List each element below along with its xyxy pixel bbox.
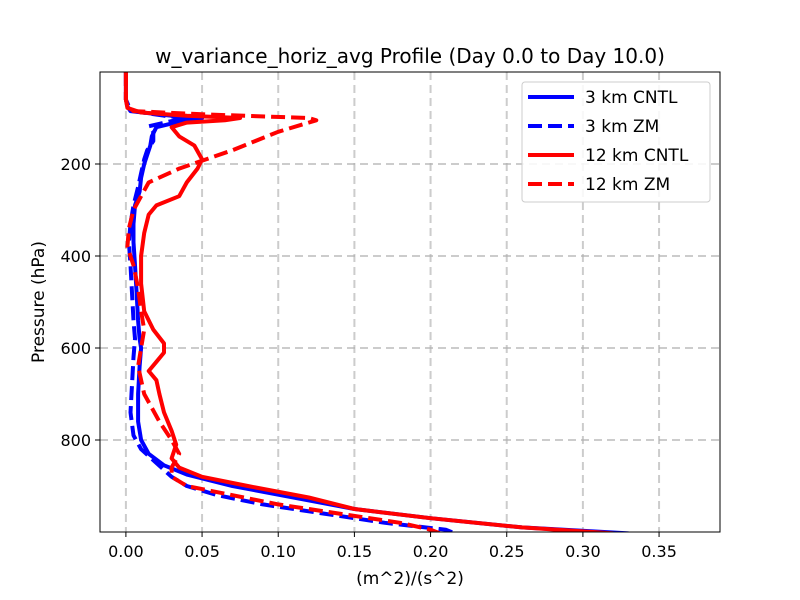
legend-label: 3 km CNTL xyxy=(585,88,678,108)
legend-label: 12 km ZM xyxy=(585,175,670,195)
x-tick-label: 0.20 xyxy=(413,542,449,561)
legend-label: 12 km CNTL xyxy=(585,146,689,166)
chart-title: w_variance_horiz_avg Profile (Day 0.0 to… xyxy=(155,44,665,68)
y-axis-ticks: 200 400 600 800 xyxy=(60,155,100,450)
grid xyxy=(100,72,720,532)
x-tick-label: 0.30 xyxy=(565,542,601,561)
series-line-12-km-cntl xyxy=(123,72,630,532)
legend: 3 km CNTL 3 km ZM 12 km CNTL 12 km ZM xyxy=(521,81,711,203)
x-tick-label: 0.05 xyxy=(184,542,220,561)
series-line-12-km-zm xyxy=(123,72,442,532)
x-tick-label: 0.15 xyxy=(337,542,373,561)
x-axis-label: (m^2)/(s^2) xyxy=(356,569,464,589)
x-axis-ticks: 0.00 0.05 0.10 0.15 0.20 0.25 0.30 0.35 xyxy=(108,532,677,561)
plot-lines xyxy=(123,72,649,532)
y-axis-label: Pressure (hPa) xyxy=(29,241,49,363)
y-tick-label: 400 xyxy=(60,247,91,266)
y-tick-label: 800 xyxy=(60,431,91,450)
plot-frame xyxy=(99,71,721,533)
legend-box xyxy=(521,81,711,203)
x-tick-label: 0.25 xyxy=(489,542,525,561)
y-tick-label: 200 xyxy=(60,155,91,174)
y-tick-label: 600 xyxy=(60,339,91,358)
series-line-3-km-zm xyxy=(123,72,458,532)
x-tick-label: 0.35 xyxy=(641,542,677,561)
x-tick-label: 0.00 xyxy=(108,542,144,561)
x-tick-label: 0.10 xyxy=(260,542,296,561)
legend-label: 3 km ZM xyxy=(585,117,659,137)
